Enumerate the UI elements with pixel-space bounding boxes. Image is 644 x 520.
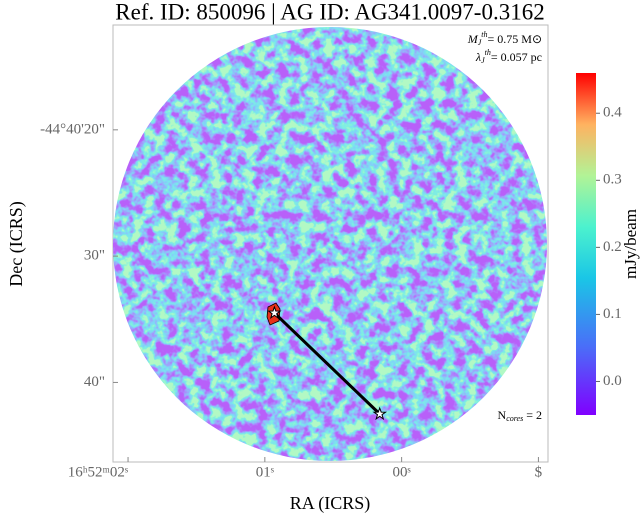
value-text: = 0.75 M⊙ [488, 32, 543, 46]
mass-annotation: MJth= 0.75 M⊙ [467, 30, 542, 47]
superscript: th [485, 48, 491, 57]
colorbar-tick-label: 0.1 [603, 306, 622, 322]
y-tick-label: 40" [84, 374, 105, 390]
symbol: λ [475, 50, 481, 64]
value-text: = 2 [523, 408, 542, 422]
y-tick-label: 30" [84, 248, 105, 264]
symbol: N [498, 408, 507, 422]
x-tick-label: 00ˢ [393, 464, 411, 480]
core-marker [372, 406, 388, 421]
colorbar-tick-label: 0.2 [603, 239, 622, 255]
subscript: J [481, 56, 485, 65]
core-marker [267, 305, 282, 320]
colorbar-tick-label: 0.0 [603, 373, 622, 389]
subscript: J [478, 38, 482, 47]
subscript: cores [506, 414, 523, 423]
image [113, 27, 547, 461]
superscript: th [481, 30, 487, 39]
x-tick-label: 01ˢ [256, 464, 274, 480]
colorbar-tick-label: 0.3 [603, 172, 622, 188]
y-tick-label: -44°40'20" [40, 121, 105, 137]
colorbar-label: mJy/beam [621, 209, 640, 279]
symbol: M [467, 32, 479, 46]
mst-edge [273, 311, 381, 416]
x-tick-label: $ [535, 464, 543, 480]
colorbar-tick-label: 0.4 [603, 105, 622, 121]
x-axis-label: RA (ICRS) [290, 493, 371, 514]
y-axis-label: Dec (ICRS) [6, 201, 27, 286]
x-tick-label: 16ʰ52ᵐ02ˢ [68, 464, 128, 480]
colorbar [576, 73, 596, 415]
ncores-annotation: Ncores = 2 [498, 408, 542, 423]
length-annotation: λJth= 0.057 pc [475, 48, 542, 65]
value-text: = 0.057 pc [491, 50, 542, 64]
chart-title: Ref. ID: 850096 | AG ID: AG341.0097-0.31… [115, 0, 544, 24]
